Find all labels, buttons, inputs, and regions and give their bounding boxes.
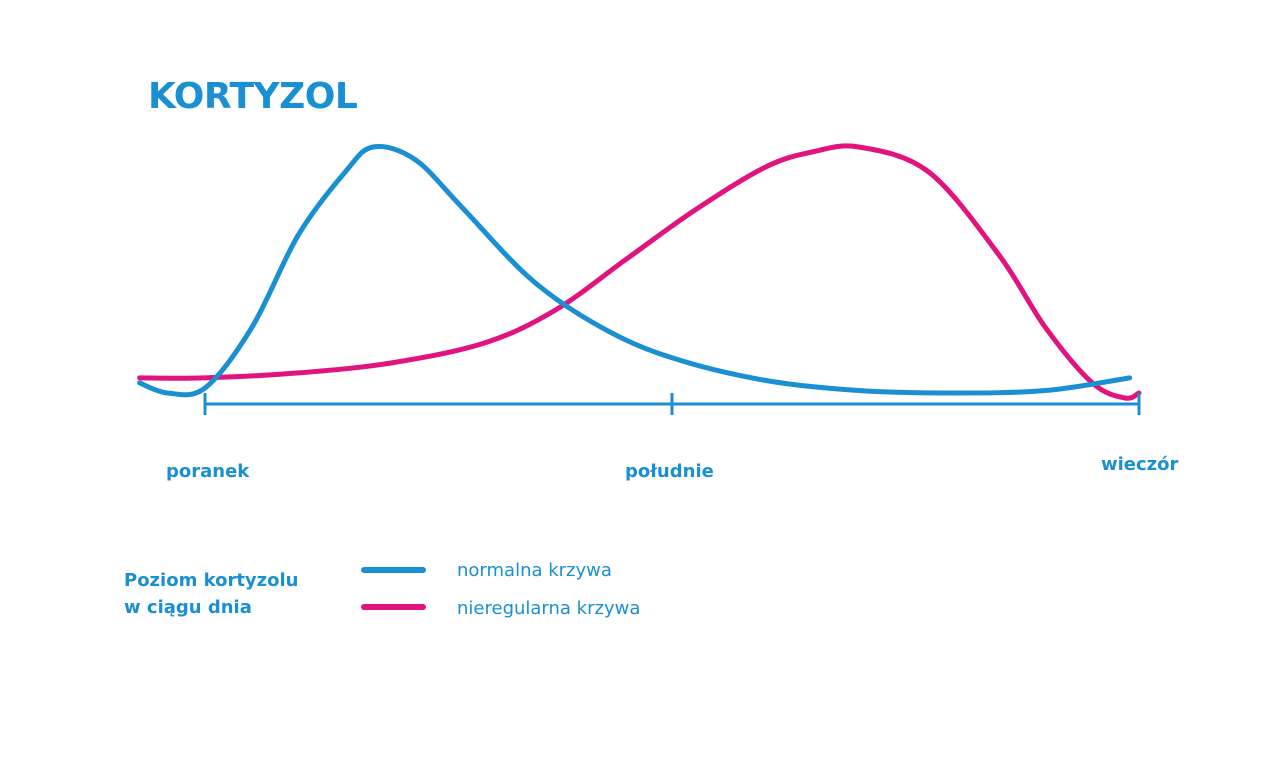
- x-tick-label-wieczor: wieczór: [1101, 454, 1179, 475]
- legend: Poziom kortyzolu w ciągu dnia normalna k…: [124, 560, 640, 619]
- legend-title-line-2: w ciągu dnia: [124, 597, 252, 618]
- legend-label-irregular: nieregularna krzywa: [457, 598, 640, 619]
- chart-title: KORTYZOL: [148, 76, 357, 117]
- series-line-normal: [137, 144, 1133, 398]
- x-tick-label-poranek: poranek: [166, 461, 250, 482]
- series-layer: [137, 143, 1142, 401]
- legend-title-line-1: Poziom kortyzolu: [124, 570, 299, 591]
- x-tick-label-poludnie: południe: [625, 461, 714, 482]
- legend-label-normal: normalna krzywa: [457, 560, 612, 581]
- x-axis: [203, 393, 1141, 415]
- series-line-irregular: [137, 143, 1142, 401]
